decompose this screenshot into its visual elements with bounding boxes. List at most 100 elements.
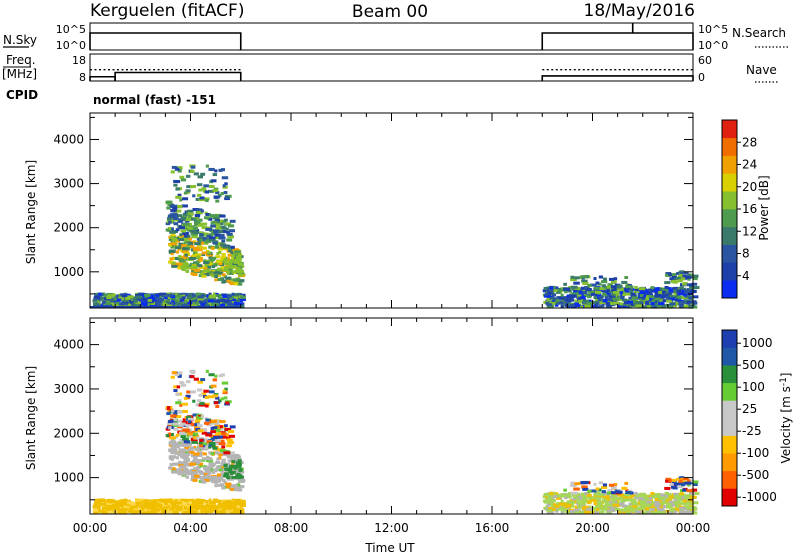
power-cell xyxy=(238,299,243,303)
power-cell xyxy=(662,294,666,298)
velocity-cell xyxy=(184,472,191,476)
power-cell xyxy=(189,229,193,233)
power-colorbar: 4 8 12 16 20 24 28 xyxy=(721,119,757,299)
power-cell xyxy=(98,292,102,296)
velocity-cell xyxy=(580,492,588,496)
velocity-cell xyxy=(182,402,189,406)
power-panel: 1000 2000 3000 4000 Slant Range [km] 4 8 12 16… xyxy=(24,112,771,309)
velocity-cell xyxy=(666,503,674,507)
velocity-cell xyxy=(190,478,195,482)
velocity-cell xyxy=(196,388,203,392)
power-cell xyxy=(196,193,202,197)
velocity-cell xyxy=(640,495,645,499)
power-cell xyxy=(181,244,187,248)
velocity-cell xyxy=(665,502,670,506)
power-cell xyxy=(549,302,556,306)
velocity-cell xyxy=(112,499,116,503)
velocity-cell xyxy=(564,496,568,500)
power-cell xyxy=(566,296,571,300)
power-cell xyxy=(668,273,672,277)
velocity-cell xyxy=(222,500,229,504)
power-cell xyxy=(214,294,219,298)
power-cell xyxy=(178,255,182,259)
velocity-cell xyxy=(169,507,175,511)
xtick-label-5: 20:00 xyxy=(575,521,610,535)
velocity-cell xyxy=(182,428,190,432)
velocity-cell xyxy=(203,507,210,511)
power-cell xyxy=(591,300,599,304)
power-cell xyxy=(557,288,565,292)
velocity-cell xyxy=(210,384,217,388)
velocity-cell xyxy=(630,498,636,502)
velocity-cell xyxy=(186,390,194,394)
power-cell xyxy=(614,301,620,305)
power-cell xyxy=(639,302,644,306)
power-cell xyxy=(171,233,175,237)
velocity-cell xyxy=(181,449,187,453)
velocity-cell xyxy=(92,505,98,509)
velocity-cell xyxy=(651,501,655,505)
velocity-cell xyxy=(586,507,593,511)
velocity-cell xyxy=(96,507,101,511)
power-cell xyxy=(178,238,184,242)
power-cell xyxy=(661,288,668,292)
velocity-cell xyxy=(593,501,597,505)
velocity-cell xyxy=(226,503,233,507)
power-cell xyxy=(92,299,98,303)
velocity-cell xyxy=(95,504,100,508)
velocity-cell xyxy=(681,510,689,514)
power-cell xyxy=(204,267,210,271)
power-cell xyxy=(204,232,209,236)
velocity-cell xyxy=(210,426,218,430)
power-cell xyxy=(227,249,233,253)
power-cell xyxy=(558,301,565,305)
power-cell xyxy=(612,291,620,295)
velocity-cell xyxy=(209,390,215,394)
velocity-cell xyxy=(671,485,677,489)
velocity-cell xyxy=(212,378,218,382)
power-cell xyxy=(199,196,205,200)
velocity-cell xyxy=(221,461,227,465)
velocity-cell xyxy=(577,505,582,509)
power-cell xyxy=(574,276,580,280)
power-cell xyxy=(221,255,227,259)
velocity-cell xyxy=(642,511,648,515)
power-cell xyxy=(217,277,223,281)
velocity-cell xyxy=(182,511,190,515)
velocity-cell xyxy=(684,495,691,499)
velocity-cell xyxy=(167,501,172,505)
power-cell xyxy=(229,297,233,301)
power-cell xyxy=(549,297,554,301)
power-cell xyxy=(652,305,659,309)
xtick-label-6: 00:00 xyxy=(676,521,711,535)
velocity-cell xyxy=(192,457,198,461)
power-cell xyxy=(224,261,229,265)
power-cell xyxy=(622,290,630,294)
velocity-cell xyxy=(192,505,200,509)
velocity-cell xyxy=(198,403,206,407)
velocity-cell xyxy=(222,435,227,439)
power-cell xyxy=(642,305,648,309)
velocity-cell xyxy=(563,488,567,492)
velocity-cell xyxy=(598,493,606,497)
cpid-label: CPID xyxy=(6,88,38,102)
power-cell xyxy=(210,224,216,228)
power-cell xyxy=(222,294,229,298)
velocity-cell xyxy=(608,483,615,487)
velocity-cell xyxy=(212,394,218,398)
power-cell xyxy=(577,305,584,309)
power-cell xyxy=(186,185,194,189)
power-cell xyxy=(670,273,677,277)
power-cell xyxy=(220,168,225,172)
velocity-cell xyxy=(236,470,243,474)
velocity-cell xyxy=(123,505,130,509)
power-cell xyxy=(226,230,231,234)
velocity-cell xyxy=(211,504,217,508)
velocity-cell xyxy=(196,461,201,465)
velocity-cell xyxy=(158,506,163,510)
power-cell xyxy=(645,301,650,305)
power-colorbar-swatch-3 xyxy=(722,226,737,245)
velocity-cell xyxy=(210,452,215,456)
velocity-cell xyxy=(226,485,231,489)
power-cell xyxy=(226,261,231,265)
